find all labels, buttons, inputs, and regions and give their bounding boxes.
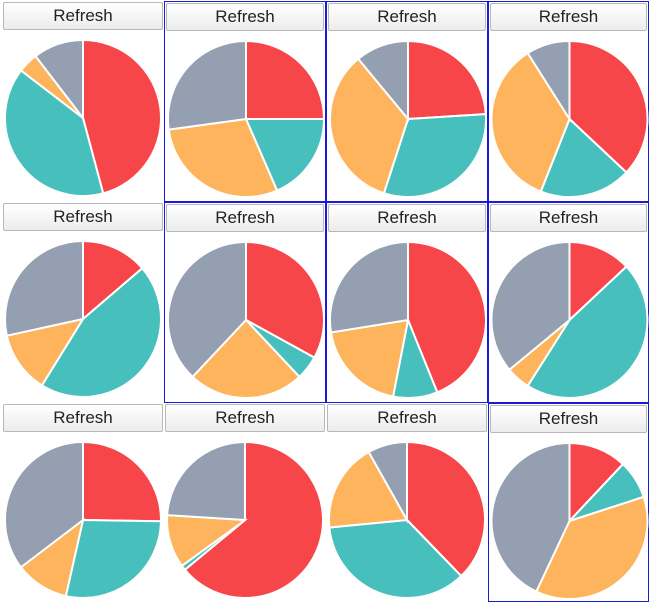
refresh-button[interactable]: Refresh xyxy=(165,404,325,432)
refresh-button[interactable]: Refresh xyxy=(3,404,163,432)
pie-slice xyxy=(329,318,410,398)
pie-slice xyxy=(4,239,84,337)
pie-slice xyxy=(40,266,162,398)
pie-slice xyxy=(167,117,279,198)
chart-panel-5: Refresh xyxy=(2,202,164,403)
pie-slice xyxy=(526,39,571,123)
pie-slice xyxy=(82,440,162,523)
pie-slice xyxy=(245,240,325,359)
refresh-button[interactable]: Refresh xyxy=(490,204,647,232)
chart-panel-4: Refresh xyxy=(488,1,649,202)
chart-panel-10: Refresh xyxy=(164,403,326,602)
chart-panel-12: Refresh xyxy=(488,403,649,602)
refresh-button[interactable]: Refresh xyxy=(490,405,647,433)
pie-slice xyxy=(183,440,324,599)
chart-panel-3: Refresh xyxy=(326,1,488,202)
pie-chart xyxy=(166,440,324,599)
pie-chart xyxy=(4,239,162,398)
pie-chart xyxy=(329,39,487,198)
pie-chart xyxy=(4,38,162,197)
pie-slice xyxy=(407,39,487,121)
pie-chart xyxy=(3,440,163,599)
refresh-button[interactable]: Refresh xyxy=(490,3,647,31)
chart-panel-9: Refresh xyxy=(2,403,164,602)
pie-slice xyxy=(328,518,463,599)
pie-slice xyxy=(534,495,649,600)
pie-slice xyxy=(167,240,247,379)
chart-panel-7: Refresh xyxy=(326,202,488,403)
pie-slice xyxy=(490,441,571,593)
chart-panel-6: Refresh xyxy=(164,202,326,403)
refresh-button[interactable]: Refresh xyxy=(3,2,163,30)
pie-slice xyxy=(328,450,409,529)
chart-panel-8: Refresh xyxy=(488,202,649,403)
pie-slice xyxy=(406,440,486,578)
refresh-button[interactable]: Refresh xyxy=(328,3,486,31)
chart-panel-1: Refresh xyxy=(2,1,164,202)
refresh-button[interactable]: Refresh xyxy=(327,404,487,432)
pie-slice xyxy=(329,240,409,334)
pie-chart xyxy=(490,39,649,198)
pie-slice xyxy=(245,39,326,120)
pie-slice xyxy=(34,38,84,121)
pie-chart xyxy=(490,441,649,600)
chart-panel-11: Refresh xyxy=(326,403,488,602)
pie-slice xyxy=(4,69,105,197)
pie-slice xyxy=(166,440,246,522)
pie-slice xyxy=(329,57,410,195)
pie-slice xyxy=(568,240,628,323)
refresh-button[interactable]: Refresh xyxy=(3,203,163,231)
pie-slice xyxy=(82,239,144,322)
pie-slice xyxy=(568,39,649,174)
refresh-button[interactable]: Refresh xyxy=(166,204,324,232)
chart-panel-2: Refresh xyxy=(164,1,326,202)
pie-slice xyxy=(382,113,487,198)
pie-slice xyxy=(191,318,301,399)
pie-slice xyxy=(526,265,649,399)
pie-chart xyxy=(167,39,326,198)
pie-slice xyxy=(490,240,571,372)
pie-slice xyxy=(407,240,487,394)
pie-slice xyxy=(64,518,163,599)
pie-slice xyxy=(5,317,86,387)
pie-chart xyxy=(490,240,649,399)
pie-slice xyxy=(490,51,571,193)
pie-chart xyxy=(329,240,487,399)
pie-slice xyxy=(167,39,247,131)
pie-slice xyxy=(356,39,409,122)
pie-chart xyxy=(328,440,486,599)
pie-slice xyxy=(367,440,408,524)
pie-slice xyxy=(3,440,84,569)
pie-slice xyxy=(244,118,326,192)
pie-chart xyxy=(167,240,325,399)
refresh-button[interactable]: Refresh xyxy=(166,3,324,31)
pie-slice xyxy=(82,38,162,195)
refresh-button[interactable]: Refresh xyxy=(328,204,486,232)
